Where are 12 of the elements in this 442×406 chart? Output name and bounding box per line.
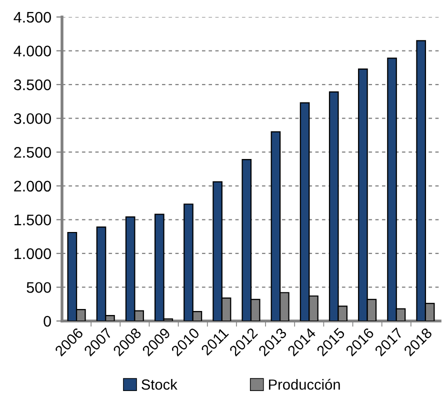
y-tick-label: 0 (44, 316, 51, 327)
y-tick-label: 3.500 (14, 79, 51, 90)
legend-label: Stock (142, 379, 178, 390)
y-tick-label: 4.000 (14, 46, 51, 56)
y-tick-label: 4.500 (14, 12, 51, 23)
y-tick-label: 2.000 (14, 180, 51, 192)
legend-label: Producción (269, 378, 340, 390)
y-tick-label: 2.500 (14, 146, 51, 158)
y-tick-label: 1.000 (14, 248, 51, 260)
y-tick-label: 500 (26, 282, 51, 293)
y-tick-label: 1.500 (14, 214, 51, 226)
y-tick-label: 3.000 (14, 113, 51, 124)
